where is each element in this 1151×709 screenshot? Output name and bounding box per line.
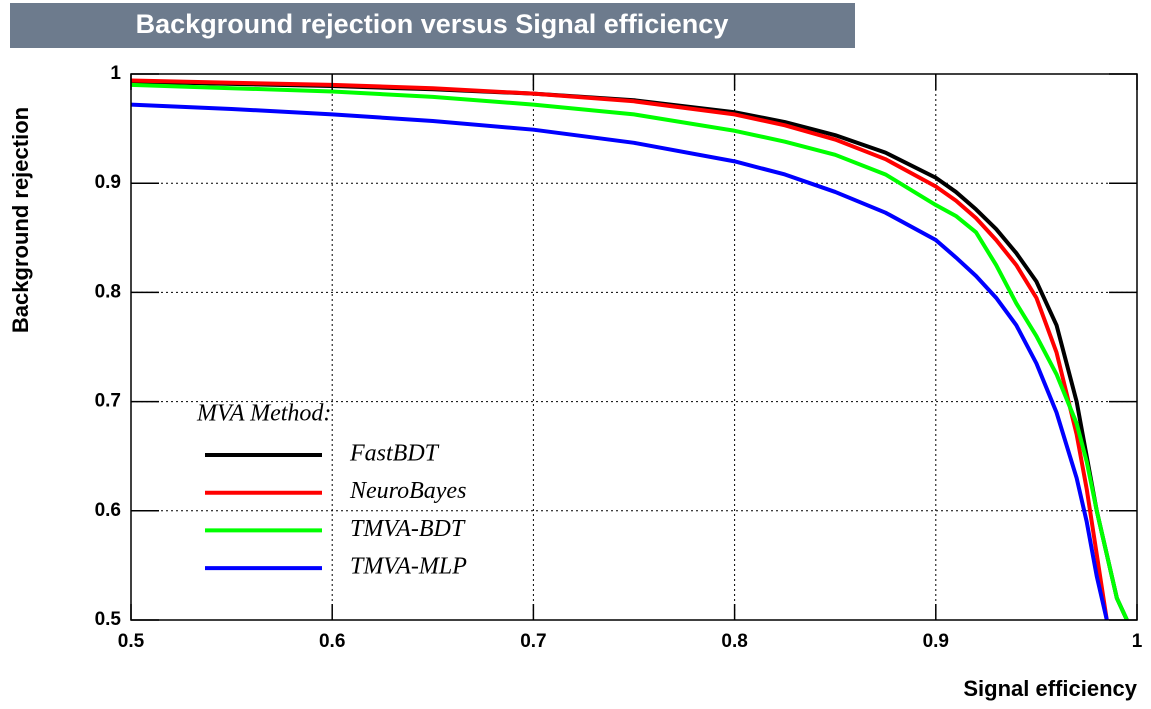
- y-tick-label: 0.8: [95, 281, 121, 302]
- y-tick-label: 0.5: [95, 609, 122, 630]
- plot-lines: [131, 78, 1129, 620]
- x-tick-label: 1: [1132, 631, 1143, 652]
- y-tick-label: 0.9: [95, 172, 121, 193]
- x-tick-label: 0.8: [721, 631, 747, 652]
- y-tick-label: 1: [110, 63, 121, 84]
- grid: [130, 73, 1138, 621]
- legend-title: MVA Method:: [196, 401, 331, 427]
- y-tick-label: 0.7: [95, 391, 121, 412]
- legend: FastBDT NeuroBayes TMVA-BDT TMVA-MLP: [205, 441, 467, 580]
- x-tick-label: 0.6: [319, 631, 345, 652]
- y-tick-label: 0.6: [95, 500, 121, 521]
- series-line: [131, 79, 1129, 620]
- y-axis-label: Background rejection: [8, 107, 33, 333]
- legend-label: TMVA-MLP: [350, 554, 467, 580]
- series-line: [131, 78, 1109, 620]
- legend-label: FastBDT: [349, 441, 440, 467]
- chart-title: Background rejection versus Signal effic…: [136, 9, 729, 39]
- plot-frame: [130, 73, 1138, 621]
- series-line: [131, 102, 1109, 620]
- title-box: [10, 3, 855, 48]
- x-axis-label: Signal efficiency: [963, 676, 1137, 701]
- axes: 0.5 0.6 0.7 0.8 0.9 1 0.5 0.6 0.7 0.8 0.9 1: [95, 63, 1143, 652]
- legend-label: NeuroBayes: [349, 478, 466, 504]
- legend-label: TMVA-BDT: [350, 516, 466, 542]
- x-tick-label: 0.7: [520, 631, 546, 652]
- x-tick-label: 0.5: [118, 631, 145, 652]
- x-tick-label: 0.9: [923, 631, 949, 652]
- series-line: [131, 82, 1129, 620]
